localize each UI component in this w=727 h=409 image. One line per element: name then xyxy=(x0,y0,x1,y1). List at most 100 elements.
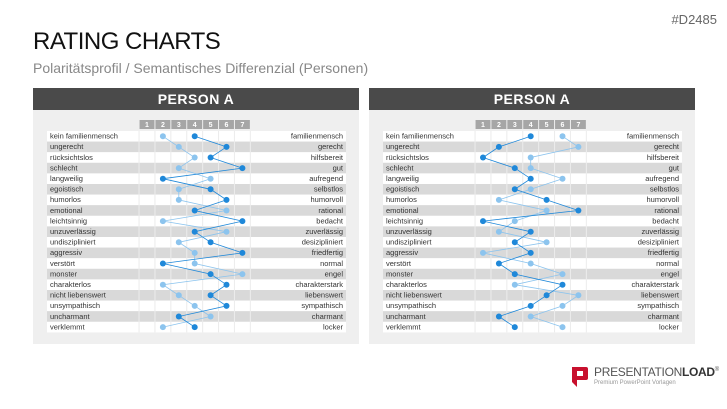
left-pole-label: rücksichtslos xyxy=(386,153,429,162)
right-pole-label: aufregend xyxy=(309,174,343,183)
scale-cell xyxy=(539,120,555,129)
data-point xyxy=(159,260,166,267)
data-point xyxy=(159,175,166,182)
data-point xyxy=(191,228,198,235)
scale-tick-label: 6 xyxy=(561,122,565,129)
scale-tick-label: 7 xyxy=(576,122,580,129)
right-pole-label: charakterstark xyxy=(631,280,679,289)
data-point xyxy=(191,302,198,309)
left-pole-label: schlecht xyxy=(50,163,78,172)
scale-cell xyxy=(219,120,234,129)
scale-tick-label: 3 xyxy=(513,122,517,129)
data-point xyxy=(239,271,246,278)
data-point xyxy=(527,228,534,235)
right-pole-label: liebenswert xyxy=(641,291,680,300)
right-pole-label: engel xyxy=(661,269,680,278)
data-point xyxy=(527,154,534,161)
data-point xyxy=(511,239,518,246)
data-point xyxy=(511,165,518,172)
data-point xyxy=(495,143,502,150)
data-point xyxy=(159,324,166,331)
logo-tagline: Premium PowerPoint Vorlagen xyxy=(594,380,676,386)
data-point xyxy=(223,196,230,203)
chart-row-band xyxy=(47,141,346,153)
chart-row-band xyxy=(383,215,682,227)
left-pole-label: undiszipliniert xyxy=(50,238,96,247)
left-pole-label: nicht liebenswert xyxy=(386,291,443,300)
data-point xyxy=(480,154,486,161)
right-pole-label: humorvoll xyxy=(646,195,679,204)
data-point xyxy=(175,165,182,172)
data-point xyxy=(191,249,198,256)
logo-brand: PRESENTATIONLOAD® xyxy=(594,365,719,379)
data-point xyxy=(543,239,550,246)
data-point xyxy=(239,165,246,172)
left-pole-label: egoistisch xyxy=(50,185,83,194)
left-pole-label: aggressiv xyxy=(50,248,82,257)
scale-tick-label: 7 xyxy=(240,122,244,129)
left-pole-label: ungerecht xyxy=(386,142,420,151)
left-pole-label: verklemmt xyxy=(50,322,86,331)
data-point xyxy=(191,324,198,331)
data-point xyxy=(480,218,486,225)
left-pole-label: verklemmt xyxy=(386,322,422,331)
rating-chart-panel-right: PERSON A kein familienmensch familienmens… xyxy=(369,88,695,344)
left-pole-label: monster xyxy=(50,269,78,278)
chart-row-band xyxy=(383,321,682,333)
left-pole-label: unsympathisch xyxy=(50,301,100,310)
data-point xyxy=(207,271,214,278)
scale-tick-label: 1 xyxy=(481,122,485,129)
scale-tick-label: 1 xyxy=(145,122,149,129)
data-point xyxy=(175,292,182,299)
data-point xyxy=(495,313,502,320)
right-pole-label: gerecht xyxy=(318,142,344,151)
left-pole-label: langweilig xyxy=(386,174,419,183)
data-point xyxy=(175,143,182,150)
chart-row-band xyxy=(47,290,346,301)
left-pole-label: kein familienmensch xyxy=(386,132,454,141)
right-pole-label: friedfertig xyxy=(648,248,679,257)
right-pole-label: liebenswert xyxy=(305,291,344,300)
left-pole-label: charakterlos xyxy=(50,280,91,289)
data-point xyxy=(527,313,534,320)
left-pole-label: verstört xyxy=(50,259,76,268)
data-point xyxy=(223,281,230,288)
left-pole-label: kein familienmensch xyxy=(50,132,118,141)
data-point xyxy=(559,324,566,331)
chart-row-band xyxy=(47,194,346,206)
data-point xyxy=(527,175,534,182)
chart-row-band xyxy=(47,268,346,280)
data-point xyxy=(207,154,214,161)
left-pole-label: rücksichtslos xyxy=(50,153,93,162)
data-point xyxy=(511,324,518,331)
right-pole-label: hilfsbereit xyxy=(311,153,344,162)
data-point xyxy=(527,302,534,309)
left-pole-label: verstört xyxy=(386,259,412,268)
data-point xyxy=(511,281,518,288)
scale-cell xyxy=(523,120,539,129)
slide-code: #D2485 xyxy=(671,12,717,27)
left-pole-label: humorlos xyxy=(50,195,81,204)
data-point xyxy=(527,249,534,256)
data-point xyxy=(223,207,230,214)
data-point xyxy=(511,186,518,193)
data-point xyxy=(543,207,550,214)
left-pole-label: unzuverlässig xyxy=(386,227,432,236)
logo-mark-icon xyxy=(572,367,588,387)
rating-chart: kein familienmensch familienmensch ungerec… xyxy=(47,120,346,333)
chart-row-band xyxy=(383,205,682,216)
chart-row-band xyxy=(383,194,682,206)
data-point xyxy=(511,218,518,225)
left-pole-label: ungerecht xyxy=(50,142,84,151)
right-pole-label: familienmensch xyxy=(291,132,343,141)
right-pole-label: engel xyxy=(325,269,344,278)
right-pole-label: rational xyxy=(654,206,679,215)
right-pole-label: selbstlos xyxy=(314,185,343,194)
chart-row-band xyxy=(47,173,346,184)
data-point xyxy=(223,302,230,309)
right-pole-label: humorvoll xyxy=(310,195,343,204)
left-pole-label: langweilig xyxy=(50,174,83,183)
data-point xyxy=(527,186,534,193)
data-point xyxy=(543,196,550,203)
data-point xyxy=(495,196,502,203)
